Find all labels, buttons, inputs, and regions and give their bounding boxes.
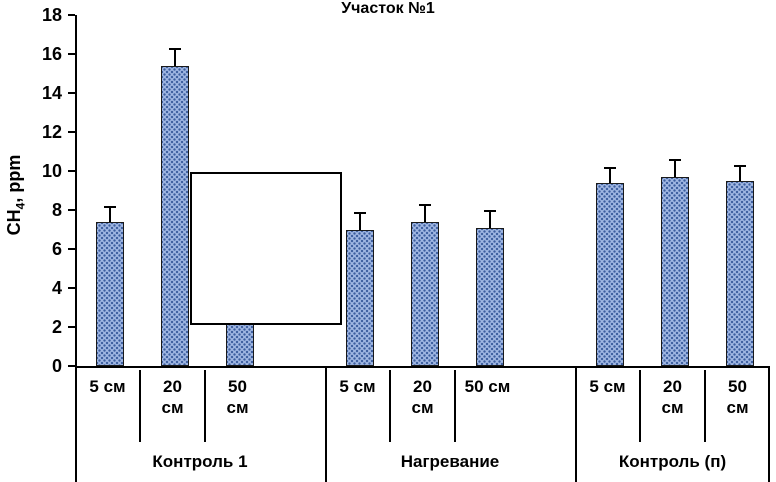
bar bbox=[345, 229, 374, 366]
y-tick-label: 4 bbox=[51, 278, 62, 298]
bar bbox=[725, 180, 754, 366]
category-separator bbox=[639, 370, 641, 442]
category-label: 50 см bbox=[464, 377, 511, 396]
error-bar-line bbox=[608, 167, 611, 183]
y-tick-mark bbox=[68, 287, 75, 289]
bar bbox=[595, 182, 624, 366]
error-bar-line bbox=[738, 165, 741, 181]
error-bar-cap bbox=[168, 48, 181, 51]
y-tick-label: 16 bbox=[41, 44, 62, 64]
group-boundary-line bbox=[75, 368, 77, 482]
y-tick-mark bbox=[68, 92, 75, 94]
category-label: 50 см bbox=[226, 377, 249, 417]
bar bbox=[95, 221, 124, 366]
error-bar-line bbox=[488, 210, 491, 228]
category-axis-row: 5 см 20 см 50 см 5 см 20 см 50 см 5 см 20 см 50 … bbox=[75, 370, 770, 442]
group-boundary-line bbox=[768, 368, 770, 482]
chart-title: Участок №1 bbox=[341, 0, 435, 17]
y-tick-label: 6 bbox=[51, 239, 62, 259]
category-label: 5 см bbox=[339, 377, 376, 396]
y-tick-mark bbox=[68, 248, 75, 250]
error-bar-line bbox=[358, 211, 361, 230]
error-bar-line bbox=[673, 159, 676, 177]
y-tick-label: 18 bbox=[41, 5, 62, 25]
error-bar-cap bbox=[668, 159, 681, 162]
error-bar-cap bbox=[418, 204, 431, 207]
category-label: 5 см bbox=[89, 377, 126, 396]
error-bar-line bbox=[423, 204, 426, 222]
error-bar-cap bbox=[103, 206, 116, 209]
bar bbox=[660, 176, 689, 366]
y-tick-mark bbox=[68, 365, 75, 367]
bar bbox=[410, 221, 439, 366]
category-label: 50 см bbox=[726, 377, 749, 417]
category-separator bbox=[389, 370, 391, 442]
y-tick-mark bbox=[68, 209, 75, 211]
group-boundary-line bbox=[575, 368, 577, 482]
error-bar-line bbox=[173, 48, 176, 66]
group-label: Контроль 1 bbox=[152, 452, 248, 471]
y-tick-label: 2 bbox=[51, 317, 62, 337]
y-tick-label: 8 bbox=[51, 200, 62, 220]
y-tick-mark bbox=[68, 326, 75, 328]
group-axis-row: Контроль 1 Нагревание Контроль (п) bbox=[75, 442, 770, 482]
group-label: Нагревание bbox=[400, 452, 500, 471]
y-tick-mark bbox=[68, 170, 75, 172]
bar bbox=[475, 227, 504, 366]
y-tick-mark bbox=[68, 14, 75, 16]
category-label: 5 см bbox=[589, 377, 626, 396]
error-bar-cap bbox=[733, 165, 746, 168]
error-bar-line bbox=[108, 206, 111, 222]
y-tick-label: 14 bbox=[41, 83, 62, 103]
error-bar-cap bbox=[603, 167, 616, 170]
y-tick-label: 10 bbox=[41, 161, 62, 181]
group-label: Контроль (п) bbox=[618, 452, 727, 471]
error-bar-cap bbox=[353, 211, 366, 214]
category-separator bbox=[204, 370, 206, 442]
group-boundary-line bbox=[325, 368, 327, 482]
category-label: 20 см bbox=[161, 377, 184, 417]
bar bbox=[225, 321, 254, 366]
plot-area bbox=[75, 15, 770, 368]
error-bar-cap bbox=[483, 210, 496, 212]
category-label: 20 см bbox=[411, 377, 434, 417]
y-tick-mark bbox=[68, 53, 75, 55]
category-separator bbox=[704, 370, 706, 442]
bar bbox=[160, 65, 189, 366]
y-tick-label: 12 bbox=[41, 122, 62, 142]
y-tick-mark bbox=[68, 131, 75, 133]
category-separator bbox=[454, 370, 456, 442]
category-label: 20 см bbox=[661, 377, 684, 417]
overlay-box bbox=[190, 172, 342, 325]
category-separator bbox=[139, 370, 141, 442]
y-tick-label: 0 bbox=[51, 356, 62, 376]
